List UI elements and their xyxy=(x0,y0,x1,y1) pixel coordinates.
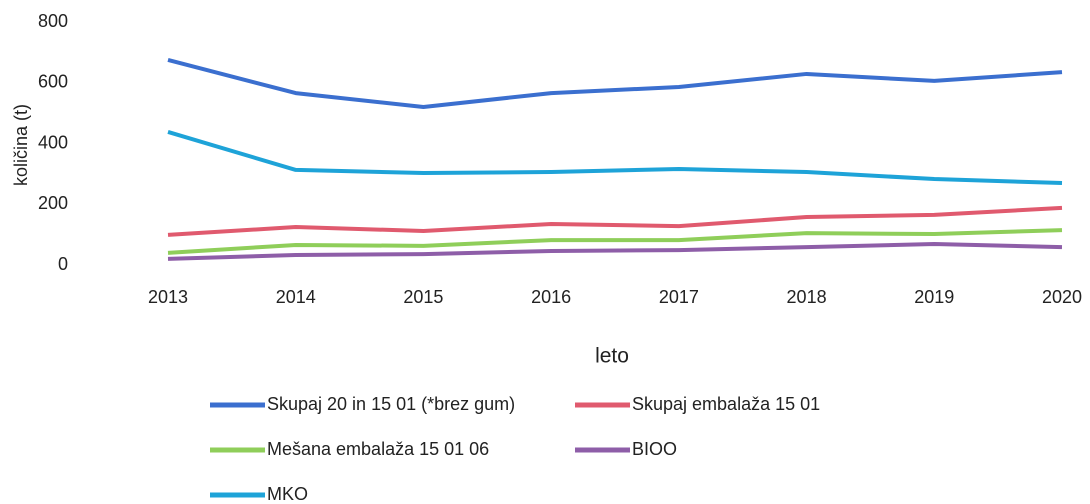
line-series xyxy=(167,130,1063,185)
y-tick-label: 200 xyxy=(38,193,68,213)
y-tick-label: 0 xyxy=(58,254,68,274)
x-tick-label: 2015 xyxy=(403,287,443,307)
line-series xyxy=(167,205,1063,237)
y-tick-label: 600 xyxy=(38,72,68,92)
y-axis-title: količina (t) xyxy=(11,104,31,186)
legend-label: Skupaj 20 in 15 01 (*brez gum) xyxy=(267,394,515,414)
legend-label: BIOO xyxy=(632,439,677,459)
legend-label: MKO xyxy=(267,484,308,504)
x-tick-label: 2019 xyxy=(914,287,954,307)
x-tick-label: 2014 xyxy=(276,287,316,307)
x-tick-label: 2018 xyxy=(787,287,827,307)
y-tick-label: 400 xyxy=(38,132,68,152)
legend-label: Skupaj embalaža 15 01 xyxy=(632,394,820,414)
legend-label: Mešana embalaža 15 01 06 xyxy=(267,439,489,459)
x-tick-label: 2020 xyxy=(1042,287,1082,307)
line-series xyxy=(167,242,1063,261)
x-tick-label: 2013 xyxy=(148,287,188,307)
x-tick-label: 2017 xyxy=(659,287,699,307)
y-tick-label: 800 xyxy=(38,11,68,31)
line-series xyxy=(167,228,1063,255)
line-series xyxy=(167,58,1063,110)
x-tick-label: 2016 xyxy=(531,287,571,307)
x-axis-title: leto xyxy=(595,345,629,368)
